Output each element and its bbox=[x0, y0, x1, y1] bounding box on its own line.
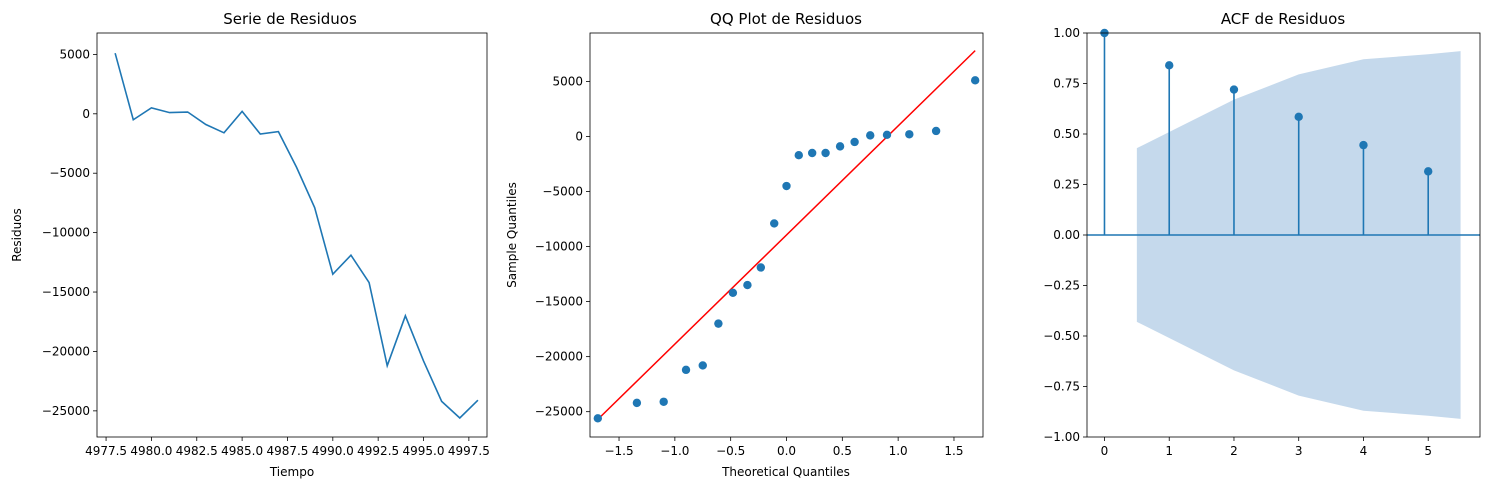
x-tick-label: 4987.5 bbox=[266, 444, 308, 458]
panel-acf: ACF de Residuos 0 1 2 3 4 5 1.00 0.75 0.50 0.25 0.… bbox=[1043, 10, 1481, 458]
x-tick-label: 4997.5 bbox=[448, 444, 490, 458]
chart-title: Serie de Residuos bbox=[223, 10, 357, 28]
y-tick-label: −15000 bbox=[535, 295, 583, 309]
x-tick-label: 1.5 bbox=[944, 444, 963, 458]
chart-title: ACF de Residuos bbox=[1221, 10, 1346, 28]
residual-series-line bbox=[114, 52, 479, 420]
qq-point bbox=[782, 181, 791, 191]
acf-marker bbox=[1424, 167, 1433, 176]
y-tick-label: 0.25 bbox=[1053, 178, 1080, 192]
x-tick-label: 5 bbox=[1424, 444, 1432, 458]
x-tick-label: −0.5 bbox=[716, 444, 745, 458]
qq-point bbox=[931, 126, 941, 136]
qq-reference-line bbox=[597, 50, 976, 420]
qq-point bbox=[756, 263, 766, 272]
acf-marker bbox=[1165, 61, 1174, 70]
panel-qq-plot: QQ Plot de Residuos −1.5 −1.0 −0.5 0.0 0.5 1.… bbox=[505, 10, 984, 479]
qq-point bbox=[835, 142, 845, 151]
qq-point bbox=[593, 414, 603, 423]
x-tick-label: 4995.0 bbox=[403, 444, 445, 458]
y-tick-label: 0.50 bbox=[1053, 127, 1080, 141]
acf-plot-area: 0 1 2 3 4 5 1.00 0.75 0.50 0.25 0.00 −0.25 −0.50 −0.7… bbox=[1043, 26, 1481, 458]
y-tick-label: −10000 bbox=[42, 226, 90, 240]
y-tick-label: 1.00 bbox=[1053, 26, 1080, 40]
x-tick-label: 4982.5 bbox=[176, 444, 218, 458]
qq-point bbox=[970, 76, 980, 85]
qq-point bbox=[807, 148, 817, 158]
x-tick-label: 4992.5 bbox=[357, 444, 399, 458]
y-tick-label: −10000 bbox=[535, 240, 583, 254]
residual-series-plot-area: 4977.5 4980.0 4982.5 4985.0 4987.5 4990.0 4992… bbox=[42, 32, 490, 458]
x-tick-label: 3 bbox=[1295, 444, 1303, 458]
acf-marker bbox=[1229, 85, 1239, 94]
qq-point bbox=[882, 130, 892, 140]
axes-frame bbox=[96, 32, 488, 438]
x-tick-label: 4985.0 bbox=[221, 444, 263, 458]
y-tick-label: 5000 bbox=[59, 47, 90, 61]
y-tick-label: −20000 bbox=[535, 350, 583, 364]
qq-point bbox=[728, 288, 738, 297]
y-tick-label: −20000 bbox=[42, 344, 90, 358]
y-tick-label: 0 bbox=[82, 107, 90, 121]
y-tick-label: −5000 bbox=[542, 185, 583, 199]
x-axis-label: Theoretical Quantiles bbox=[721, 465, 850, 479]
qq-point bbox=[632, 398, 642, 408]
acf-marker bbox=[1294, 112, 1303, 122]
qq-point bbox=[698, 361, 707, 370]
qq-point bbox=[770, 219, 779, 228]
y-tick-label: −0.50 bbox=[1043, 329, 1080, 343]
qq-plot-area: −1.5 −1.0 −0.5 0.0 0.5 1.0 1.5 5000 0 −5000 −10000… bbox=[535, 32, 984, 458]
qq-point bbox=[681, 365, 691, 375]
x-tick-label: 1.0 bbox=[889, 444, 908, 458]
x-tick-label: 0.5 bbox=[833, 444, 852, 458]
chart-title: QQ Plot de Residuos bbox=[710, 10, 862, 28]
x-tick-label: 4980.0 bbox=[130, 444, 172, 458]
y-tick-label: −15000 bbox=[42, 285, 90, 299]
qq-point bbox=[794, 150, 803, 160]
x-tick-label: 2 bbox=[1230, 444, 1238, 458]
y-tick-label: 0.00 bbox=[1053, 228, 1080, 242]
y-axis-label: Sample Quantiles bbox=[505, 182, 519, 288]
x-tick-label: 4977.5 bbox=[85, 444, 127, 458]
y-axis-label: Residuos bbox=[10, 208, 24, 262]
y-tick-label: 0.75 bbox=[1053, 77, 1080, 91]
qq-point bbox=[821, 148, 830, 158]
y-tick-label: −1.00 bbox=[1043, 430, 1080, 444]
panel-residual-series: Serie de Residuos 4977.5 4980.0 4982.5 4985… bbox=[10, 10, 490, 479]
y-tick-label: −0.75 bbox=[1043, 380, 1080, 394]
x-tick-label: −1.0 bbox=[660, 444, 689, 458]
x-tick-label: −1.5 bbox=[604, 444, 633, 458]
x-tick-label: 4 bbox=[1360, 444, 1368, 458]
x-tick-label: 0.0 bbox=[777, 444, 796, 458]
qq-point bbox=[659, 397, 668, 406]
x-tick-label: 4990.0 bbox=[312, 444, 354, 458]
y-tick-label: 0 bbox=[575, 129, 583, 143]
qq-point bbox=[850, 137, 859, 147]
qq-point bbox=[743, 280, 752, 290]
y-tick-label: −0.25 bbox=[1043, 279, 1080, 293]
x-tick-label: 0 bbox=[1101, 444, 1109, 458]
x-axis-label: Tiempo bbox=[269, 465, 314, 479]
qq-point bbox=[714, 319, 723, 328]
qq-point bbox=[905, 130, 914, 139]
acf-marker bbox=[1359, 140, 1368, 150]
y-tick-label: 5000 bbox=[552, 74, 583, 88]
qq-point bbox=[866, 131, 875, 140]
y-tick-label: −25000 bbox=[535, 405, 583, 419]
y-tick-label: −5000 bbox=[49, 166, 90, 180]
y-tick-label: −25000 bbox=[42, 404, 90, 418]
x-tick-label: 1 bbox=[1165, 444, 1173, 458]
